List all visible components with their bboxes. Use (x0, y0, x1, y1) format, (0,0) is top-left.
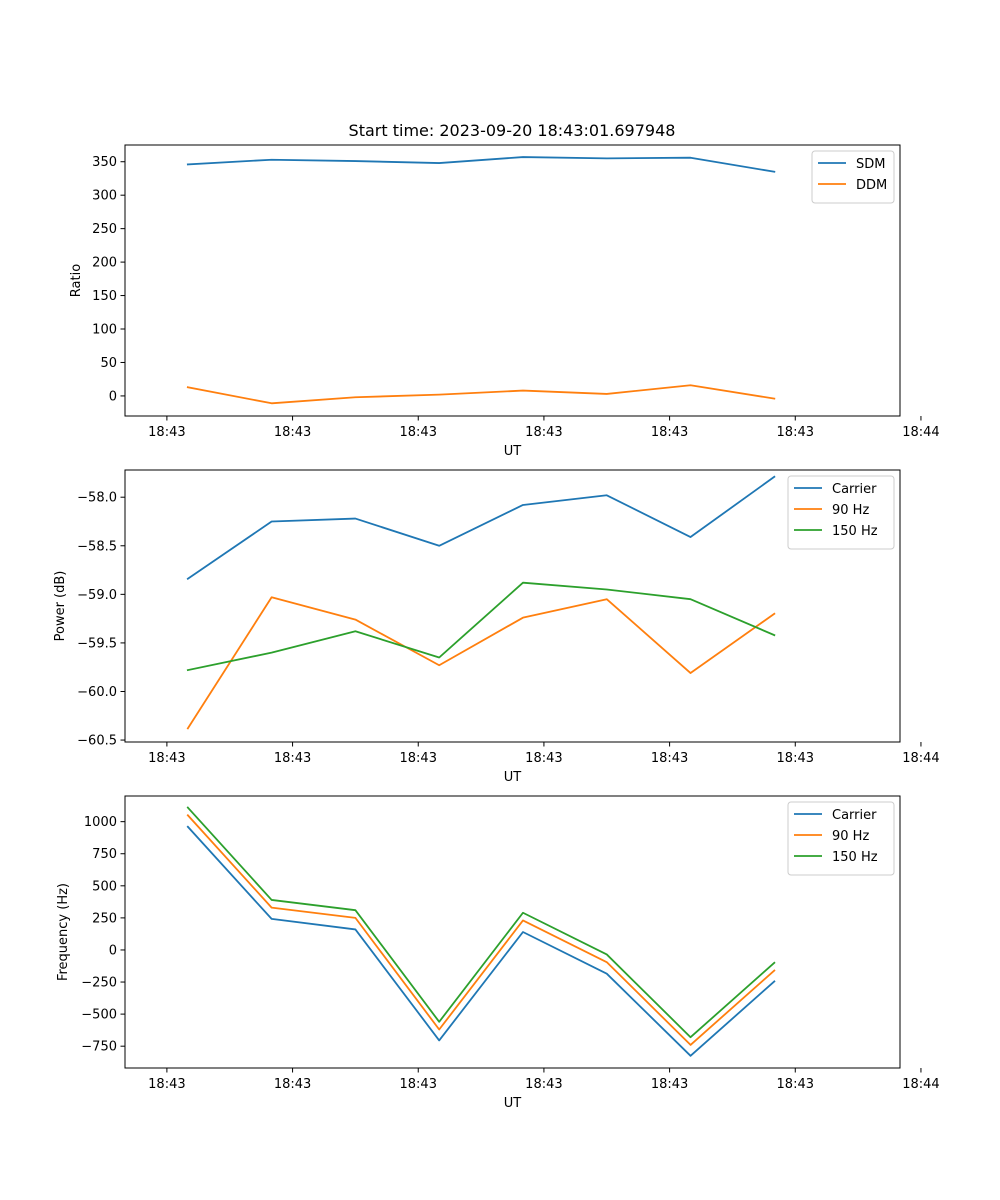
x-tick-label: 18:44 (902, 425, 939, 440)
x-tick-label: 18:43 (148, 425, 185, 440)
series-line-carrier (186, 475, 776, 581)
y-tick-label: 200 (92, 256, 117, 271)
y-tick-label: 50 (100, 356, 117, 371)
y-tick-label: −58.0 (77, 491, 117, 506)
y-tick-label: −250 (81, 976, 117, 991)
series-line-150-hz (186, 806, 776, 1039)
y-tick-label: −59.5 (77, 636, 117, 651)
x-tick-label: 18:43 (400, 1077, 437, 1092)
legend-label: 90 Hz (832, 503, 869, 518)
x-tick-label: 18:43 (777, 425, 814, 440)
legend-label: DDM (856, 178, 887, 193)
subplot-1: 18:43 18:43 18:43 18:43 18:43 18:43 18:44 0 50 10… (69, 144, 940, 459)
x-tick-label: 18:43 (525, 425, 562, 440)
y-tick-label: 150 (92, 289, 117, 304)
legend-label: 150 Hz (832, 524, 878, 539)
y-tick-label: 250 (92, 222, 117, 237)
x-tick-label: 18:43 (400, 425, 437, 440)
x-tick-label: 18:43 (651, 1077, 688, 1092)
y-tick-label: 0 (109, 943, 117, 958)
legend-label: SDM (856, 157, 885, 172)
x-tick-label: 18:43 (274, 1077, 311, 1092)
y-tick-label: −59.0 (77, 588, 117, 603)
x-tick-label: 18:43 (525, 1077, 562, 1092)
y-tick-label: 250 (92, 911, 117, 926)
y-tick-label: 0 (109, 389, 117, 404)
legend-box (811, 150, 895, 204)
x-tick-label: 18:44 (902, 1077, 939, 1092)
legend-label: Carrier (832, 808, 877, 823)
y-tick-label: −60.0 (77, 685, 117, 700)
subplot-3: 18:43 18:43 18:43 18:43 18:43 18:43 18:44 −750 −… (56, 795, 940, 1111)
legend: SDM DDM (811, 150, 895, 204)
x-tick-label: 18:43 (777, 751, 814, 766)
x-tick-label: 18:43 (274, 425, 311, 440)
legend: Carrier 90 Hz 150 Hz (787, 475, 895, 550)
series-line-150-hz (186, 581, 776, 672)
x-tick-label: 18:43 (651, 751, 688, 766)
series-line-ddm (186, 384, 776, 405)
y-tick-label: −60.5 (77, 734, 117, 749)
x-tick-label: 18:43 (400, 751, 437, 766)
x-axis-label: UT (504, 444, 522, 459)
x-tick-label: 18:44 (902, 751, 939, 766)
legend: Carrier 90 Hz 150 Hz (787, 801, 895, 876)
figure-title: Start time: 2023-09-20 18:43:01.697948 (349, 121, 676, 140)
x-tick-label: 18:43 (525, 751, 562, 766)
axes-frame (124, 469, 901, 743)
y-axis-label: Ratio (69, 264, 84, 297)
x-axis-label: UT (504, 770, 522, 785)
series-line-90-hz (186, 813, 776, 1046)
subplot-2: 18:43 18:43 18:43 18:43 18:43 18:43 18:44 −60.5… (53, 469, 940, 785)
y-tick-label: 1000 (84, 815, 117, 830)
y-tick-label: 300 (92, 189, 117, 204)
y-tick-label: −58.5 (77, 539, 117, 554)
series-line-90-hz (186, 596, 776, 730)
axes-frame (124, 795, 901, 1069)
x-tick-label: 18:43 (274, 751, 311, 766)
y-axis-label: Frequency (Hz) (56, 883, 71, 981)
x-tick-label: 18:43 (651, 425, 688, 440)
x-axis-label: UT (504, 1096, 522, 1111)
x-tick-label: 18:43 (777, 1077, 814, 1092)
series-line-sdm (186, 156, 776, 173)
legend-label: Carrier (832, 482, 877, 497)
y-tick-label: 350 (92, 155, 117, 170)
legend-label: 150 Hz (832, 850, 878, 865)
y-tick-label: −500 (81, 1008, 117, 1023)
y-tick-label: −750 (81, 1040, 117, 1055)
y-tick-label: 500 (92, 879, 117, 894)
legend-label: 90 Hz (832, 829, 869, 844)
series-line-carrier (186, 825, 776, 1057)
x-tick-label: 18:43 (148, 1077, 185, 1092)
x-tick-label: 18:43 (148, 751, 185, 766)
axes-frame (124, 144, 901, 417)
y-axis-label: Power (dB) (53, 571, 68, 642)
y-tick-label: 750 (92, 847, 117, 862)
y-tick-label: 100 (92, 323, 117, 338)
